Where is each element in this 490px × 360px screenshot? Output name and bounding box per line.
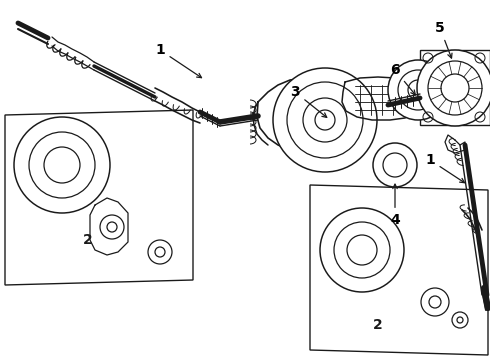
Circle shape xyxy=(388,60,448,120)
Circle shape xyxy=(417,50,490,126)
Text: 3: 3 xyxy=(290,85,327,117)
Text: 2: 2 xyxy=(83,233,93,247)
Text: 1: 1 xyxy=(155,43,201,78)
Polygon shape xyxy=(5,110,193,285)
Text: 6: 6 xyxy=(390,63,416,95)
Text: 5: 5 xyxy=(435,21,452,58)
Text: 4: 4 xyxy=(390,184,400,227)
Circle shape xyxy=(373,143,417,187)
Text: 2: 2 xyxy=(373,318,383,332)
Circle shape xyxy=(320,208,404,292)
Circle shape xyxy=(14,117,110,213)
Text: 1: 1 xyxy=(425,153,465,183)
Polygon shape xyxy=(310,185,488,355)
Circle shape xyxy=(273,68,377,172)
Polygon shape xyxy=(420,50,490,125)
